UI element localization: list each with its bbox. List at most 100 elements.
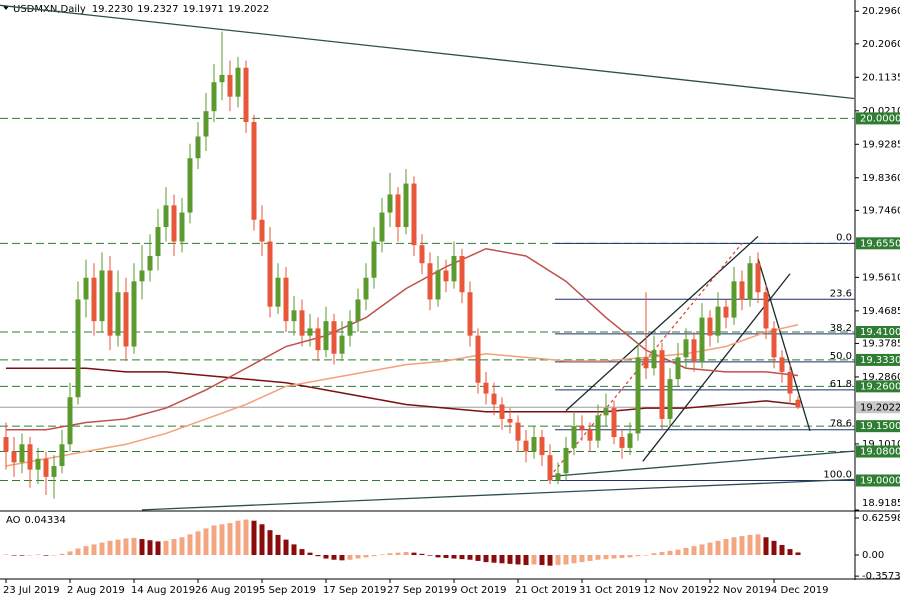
candle-body [483,382,489,394]
ao-bar [67,551,73,556]
ao-bar [75,548,81,556]
level-label: 19.0800 [860,447,900,458]
candle-body [531,437,537,452]
candle-body [259,219,265,242]
candle-body [475,335,481,383]
candle-body [659,350,665,419]
candle-body [203,111,209,137]
y-tick-label: 20.2960 [862,6,900,17]
ao-bar [435,555,441,558]
candle-body [523,440,529,452]
candle-body [651,350,657,369]
candle-body [347,321,353,336]
fib-label: 50.0 [830,351,852,362]
ao-bar [131,537,137,556]
candle-body [499,404,505,419]
ao-bar [723,539,729,556]
y-tick-label: 19.4685 [862,306,900,317]
candle-body [539,437,545,456]
candle-body [3,437,9,452]
candle-body [139,270,145,282]
y-tick-label: 20.2060 [862,39,900,50]
ao-bar [715,540,721,556]
ao-bar [667,550,673,556]
ao-bar [531,555,537,565]
candle-body [275,277,281,307]
candle-body [755,263,761,293]
candle-body [155,227,161,256]
candle-body [99,270,105,322]
ao-bar [283,539,289,556]
current-price-label: 19.2022 [860,402,900,413]
ao-bar [459,555,465,560]
ao-bar [499,555,505,564]
ao-bar [523,555,529,566]
x-tick-label: 14 Aug 2019 [131,585,195,596]
trendline [141,478,855,511]
level-label-box [856,237,900,250]
candle-body [123,292,129,347]
candle-body [187,158,193,213]
candle-body [619,437,625,448]
ao-bar [355,555,361,559]
ao-y-tick-label: 0.00 [862,550,884,561]
fib-label: 100.0 [823,469,852,480]
ao-bar [211,525,217,556]
level-label-box [856,420,900,433]
ao-bar [563,555,569,565]
ao-bar [731,537,737,556]
ao-bar [163,540,169,556]
ao-bar [51,555,57,556]
ao-bar [43,555,49,556]
ao-bar [195,531,201,556]
ao-bar [547,555,553,566]
level-label-box [856,112,900,125]
candle-body [683,339,689,358]
ao-bar [475,555,481,561]
symbol: USDMXN,Daily [13,4,86,15]
y-tick-label: 20.0210 [862,106,900,117]
level-label: 19.2600 [860,381,900,392]
ao-bar [27,555,33,556]
candle-body [235,67,241,97]
ao-bar [379,554,385,556]
candle-body [251,122,257,220]
ao-bar [323,555,329,559]
candle-body [283,277,289,322]
ao-y-tick-label: 0.62598 [862,513,900,524]
candle-body [179,212,185,242]
candle-body [67,397,73,445]
candle-body [467,292,473,336]
trendline [0,4,855,100]
ao-bar [467,555,473,560]
ao-bar [203,528,209,556]
ao-bar [635,555,641,557]
y-tick-label: 19.7460 [862,205,900,216]
trendline [565,235,759,412]
ao-header: AO 0.04334 [6,515,66,526]
x-tick-label: 9 Oct 2019 [451,585,506,596]
ao-bar [395,552,401,556]
ao-y-tick-label: -0.35738 [862,571,900,582]
moving-average [6,367,799,413]
ao-bar [307,552,313,556]
menu-icon[interactable] [3,6,9,10]
y-tick-label: 19.9285 [862,139,900,150]
y-tick-label: 20.1135 [862,72,900,83]
high-value: 19.2327 [137,4,178,15]
ao-bar [251,520,257,556]
ao-bar [539,555,545,566]
ao-bar [299,549,305,556]
x-tick-label: 22 Nov 2019 [707,585,771,596]
candle-body [435,270,441,300]
level-label: 19.0000 [860,475,900,486]
ao-bar [507,555,513,564]
ao-bar [123,538,129,556]
candle-body [147,255,153,271]
candle-body [307,328,313,336]
candle-body [107,270,113,336]
ao-bar [579,555,585,563]
ao-bar [427,555,433,556]
ao-bar [331,555,337,560]
